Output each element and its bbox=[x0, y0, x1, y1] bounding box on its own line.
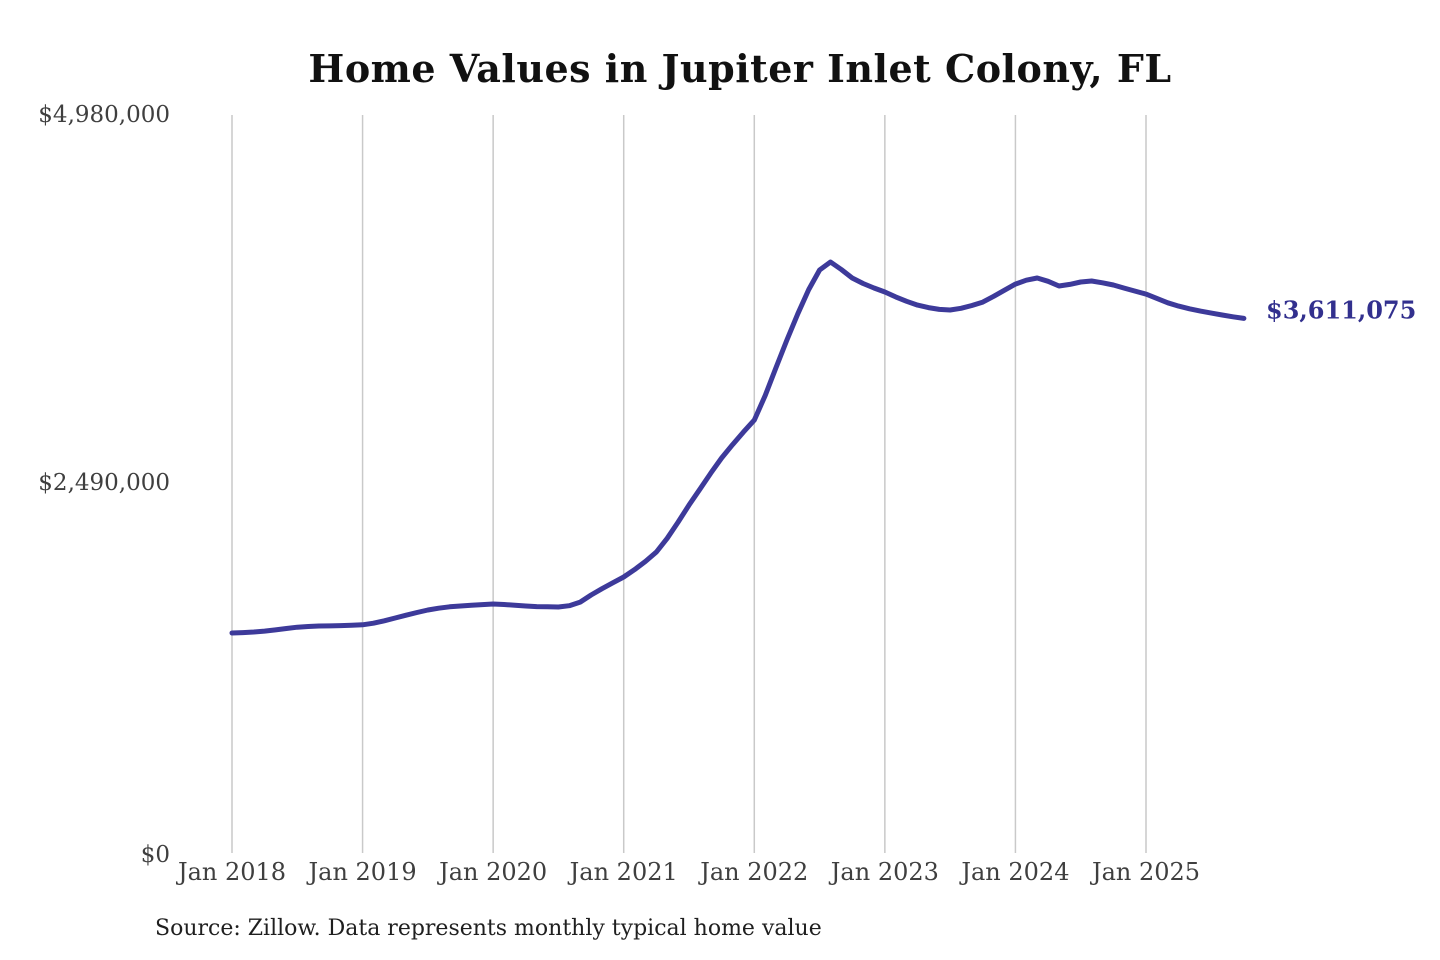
x-tick-label-2022: Jan 2022 bbox=[700, 858, 809, 886]
x-tick-label-2018: Jan 2018 bbox=[177, 858, 287, 886]
x-tick-label-2025: Jan 2025 bbox=[1091, 858, 1201, 886]
y-tick-label-zero: $0 bbox=[140, 842, 170, 868]
x-tick-label-2021: Jan 2021 bbox=[569, 858, 678, 886]
source-note: Source: Zillow. Data represents monthly … bbox=[155, 916, 822, 941]
current-value-label: $3,611,075 bbox=[1266, 295, 1417, 325]
x-tick-label-2020: Jan 2020 bbox=[439, 858, 548, 886]
home-value-line bbox=[229, 259, 1247, 636]
y-tick-label-middle: $2,490,000 bbox=[38, 470, 170, 496]
x-tick-label-2023: Jan 2023 bbox=[830, 858, 939, 886]
x-tick-label-2024: Jan 2024 bbox=[961, 858, 1070, 886]
chart-title: Home Values in Jupiter Inlet Colony, FL bbox=[308, 46, 1172, 91]
year-gridlines bbox=[231, 115, 1147, 853]
x-tick-label-2019: Jan 2019 bbox=[308, 858, 417, 886]
y-tick-label-top: $4,980,000 bbox=[38, 102, 170, 128]
